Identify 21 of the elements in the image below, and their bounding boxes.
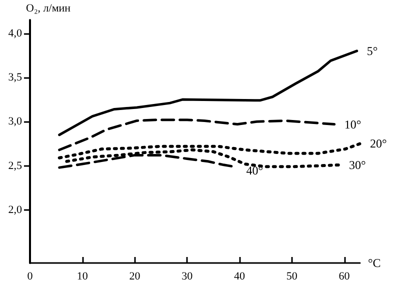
series-label: 5° [366, 44, 378, 58]
series-label: 10° [344, 117, 362, 132]
x-tick-label: 60 [338, 270, 350, 282]
y-tick-label: 2,0 [8, 204, 22, 216]
x-tick-label: 20 [129, 270, 141, 282]
y-tick-label: 3,5 [8, 71, 22, 84]
series-label: 40° [246, 164, 264, 178]
y-tick-label: 2,5 [8, 160, 22, 172]
line-series [58, 118, 336, 152]
x-tick-label: 30 [182, 270, 194, 282]
x-tick-label: 50 [286, 270, 298, 282]
line-series [58, 50, 358, 136]
y-axis-title: O₂, л/мин [26, 2, 71, 14]
y-tick-label: 4,0 [8, 27, 22, 40]
x-tick-label: 10 [76, 270, 88, 282]
x-axis-title: °C [368, 256, 381, 270]
x-tick-label: 40 [234, 270, 246, 282]
series-label: 30° [349, 158, 366, 172]
series-label: 20° [370, 136, 387, 151]
y-tick-label: 3,0 [8, 116, 22, 128]
x-tick-label: 0 [27, 270, 34, 282]
